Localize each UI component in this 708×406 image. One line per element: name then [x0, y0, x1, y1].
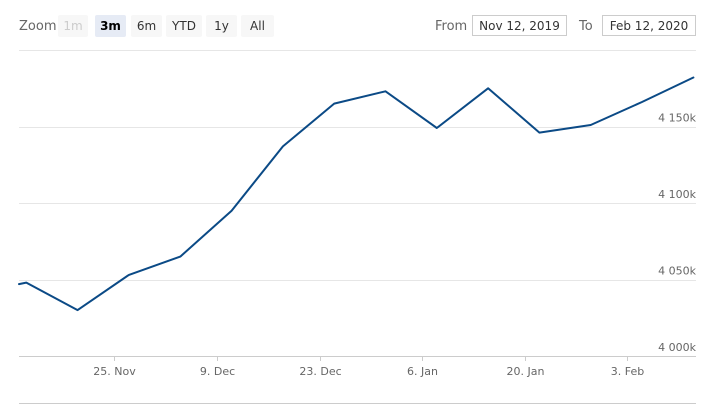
data-point — [282, 145, 284, 147]
x-tick-labels: 25. Nov 9. Dec 23. Dec 6. Jan 20. Jan 3. Feb — [93, 365, 644, 378]
series-line — [18, 76, 695, 312]
grid-lines — [19, 50, 696, 281]
from-label: From — [435, 19, 468, 34]
series-layer — [18, 76, 695, 312]
y-tick-label: 4 150k — [658, 112, 696, 125]
data-point — [77, 309, 79, 311]
x-tick-label: 3. Feb — [611, 365, 644, 378]
zoom-1y-button[interactable]: 1y — [206, 15, 237, 37]
data-point — [538, 132, 540, 134]
data-point — [436, 127, 438, 129]
y-tick-label: 4 000k — [658, 341, 696, 354]
x-ticks — [114, 356, 628, 361]
zoom-3m-button[interactable]: 3m — [95, 15, 126, 37]
zoom-all-button[interactable]: All — [241, 15, 274, 37]
x-tick-label: 25. Nov — [93, 365, 136, 378]
data-point — [641, 101, 643, 103]
data-point — [179, 256, 181, 258]
data-point — [333, 103, 335, 105]
range-selector: Zoom 1m 3m 6m YTD 1y All From Nov 12, 20… — [0, 0, 708, 50]
data-point — [128, 274, 130, 276]
y-tick-labels: 4 000k 4 050k 4 100k 4 150k — [658, 112, 696, 355]
data-point — [25, 282, 27, 284]
x-tick-label: 9. Dec — [200, 365, 235, 378]
zoom-label: Zoom — [19, 19, 57, 34]
x-tick-label: 20. Jan — [507, 365, 545, 378]
to-label: To — [579, 19, 593, 34]
x-tick-label: 6. Jan — [407, 365, 438, 378]
x-tick-label: 23. Dec — [299, 365, 341, 378]
y-tick-label: 4 050k — [658, 265, 696, 278]
zoom-1m-button[interactable]: 1m — [58, 15, 88, 37]
data-point — [231, 210, 233, 212]
zoom-ytd-button[interactable]: YTD — [166, 15, 202, 37]
data-point — [487, 87, 489, 89]
data-point — [590, 124, 592, 126]
data-point — [18, 283, 20, 285]
to-date-input[interactable]: Feb 12, 2020 — [602, 15, 696, 36]
data-point — [385, 90, 387, 92]
from-date-input[interactable]: Nov 12, 2019 — [472, 15, 567, 36]
data-point — [692, 77, 694, 79]
zoom-6m-button[interactable]: 6m — [131, 15, 162, 37]
y-tick-label: 4 100k — [658, 188, 696, 201]
